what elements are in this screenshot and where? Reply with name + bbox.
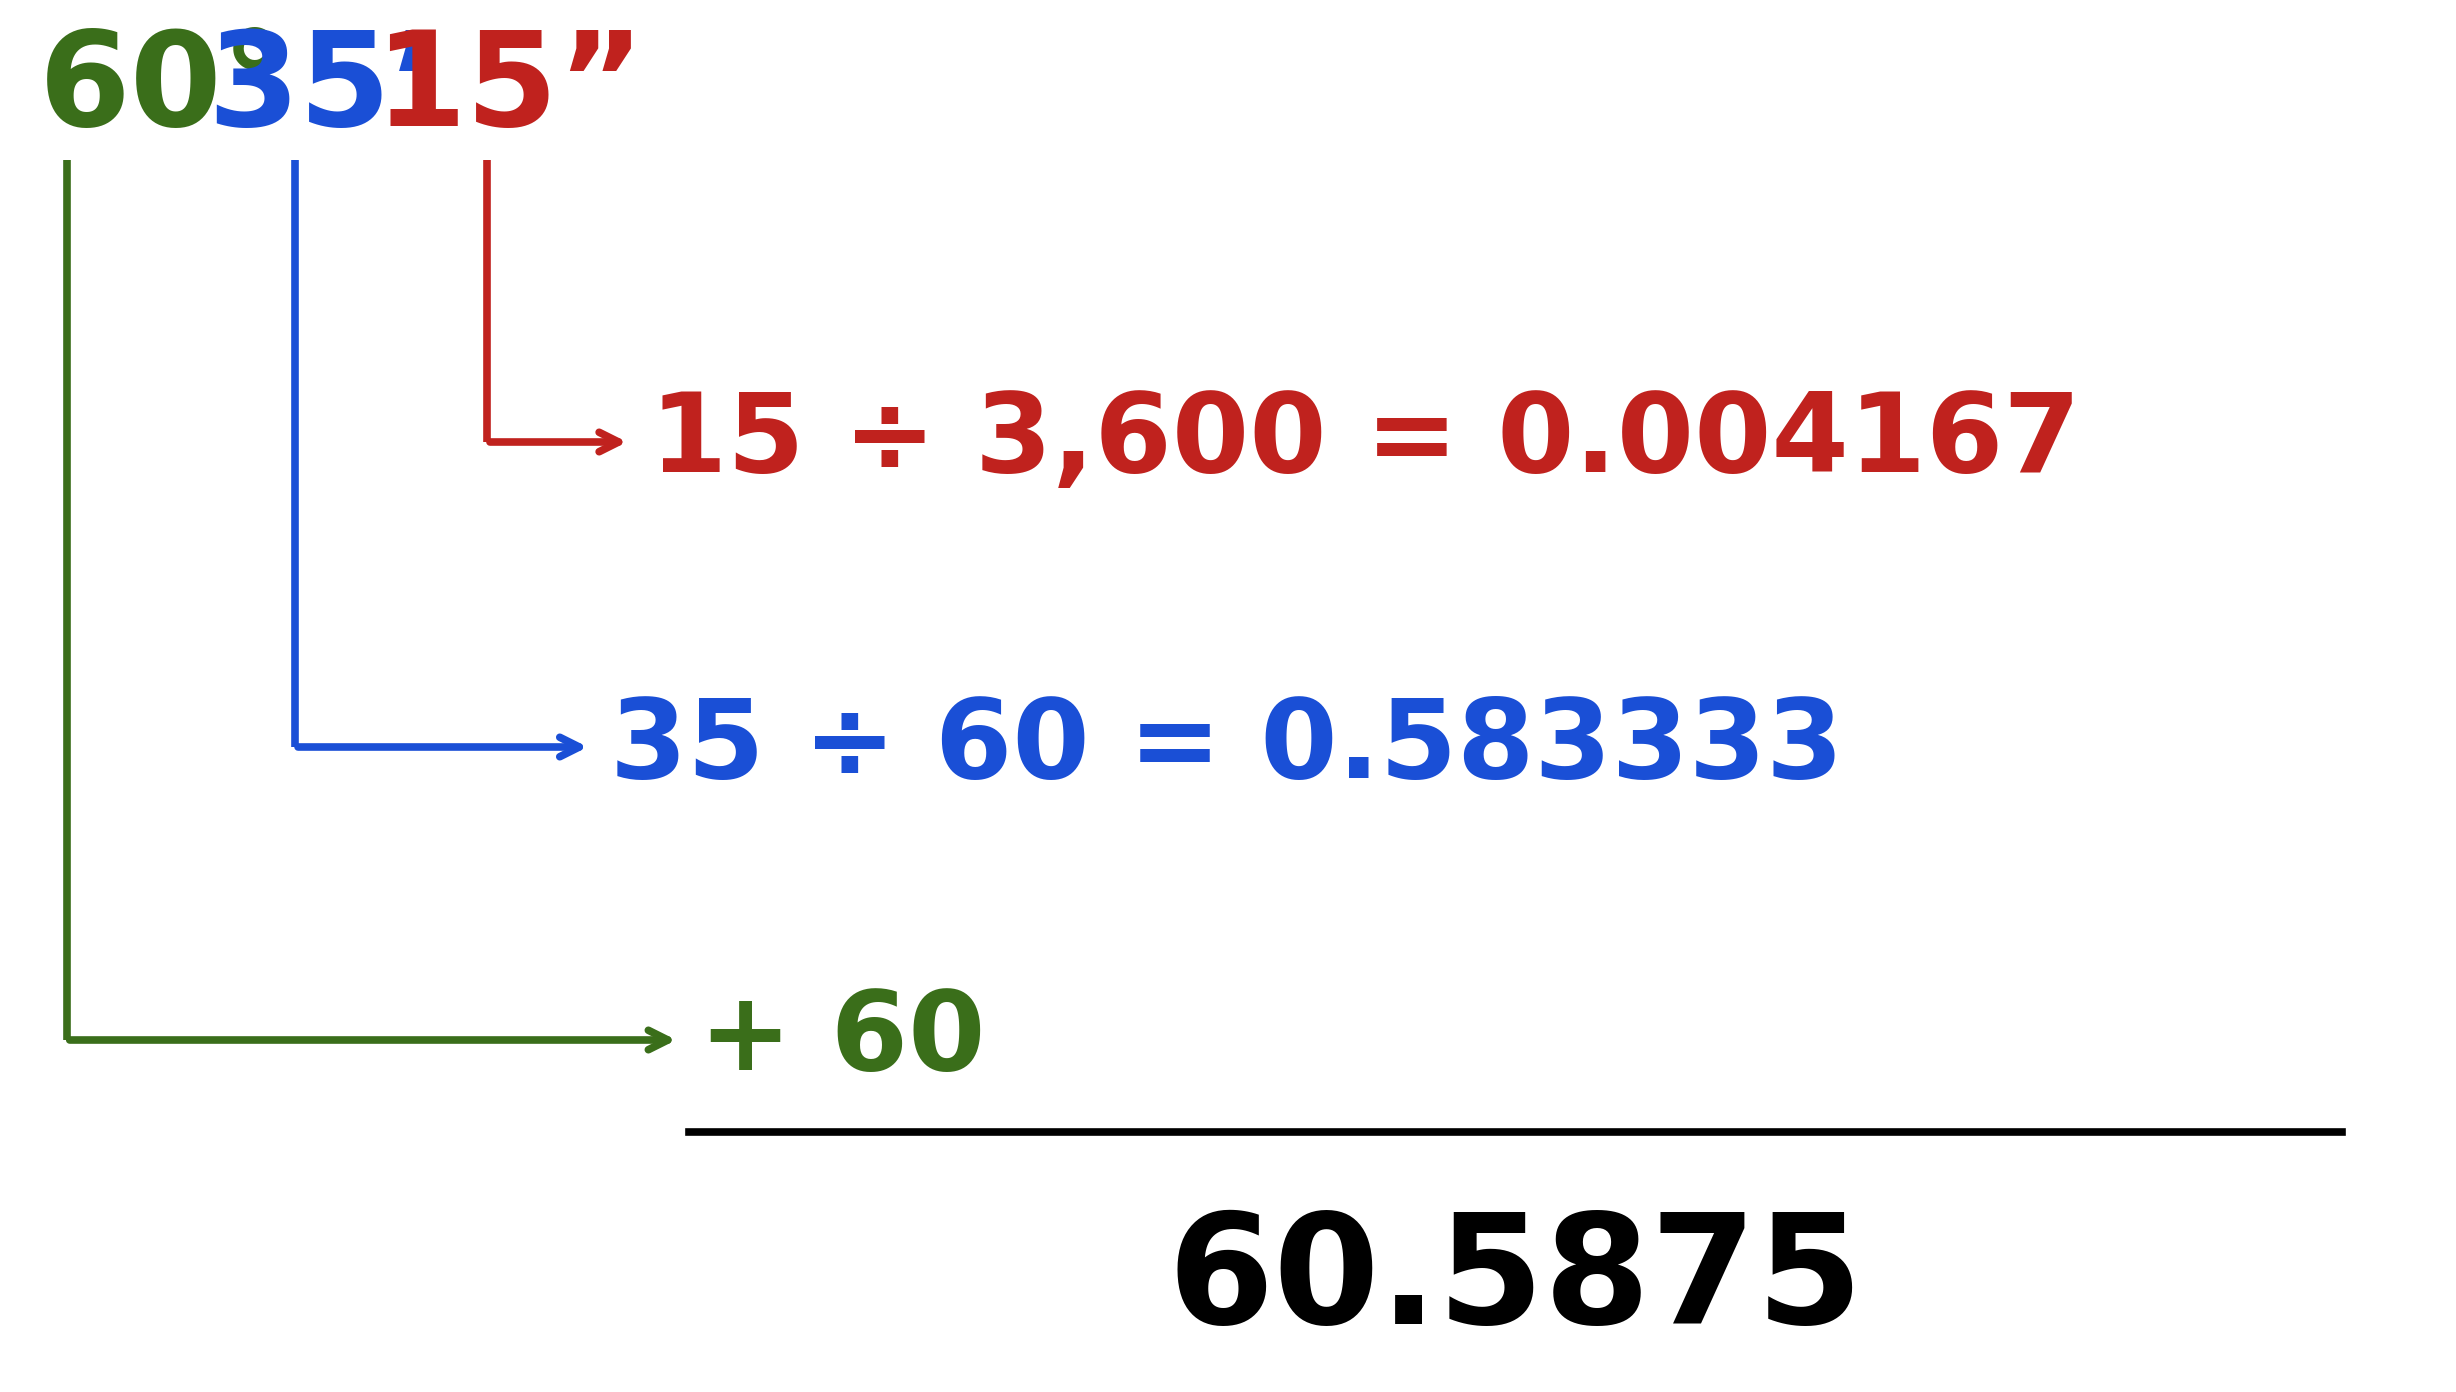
Text: + 60: + 60 <box>700 987 985 1094</box>
Text: 35 ÷ 60 = 0.583333: 35 ÷ 60 = 0.583333 <box>609 693 1844 800</box>
Text: 35’: 35’ <box>206 26 440 153</box>
Text: 60.5875: 60.5875 <box>1169 1207 1864 1356</box>
Text: 15”: 15” <box>373 26 643 153</box>
Text: 60°: 60° <box>39 26 290 153</box>
Text: 15 ÷ 3,600 = 0.004167: 15 ÷ 3,600 = 0.004167 <box>648 388 2080 496</box>
